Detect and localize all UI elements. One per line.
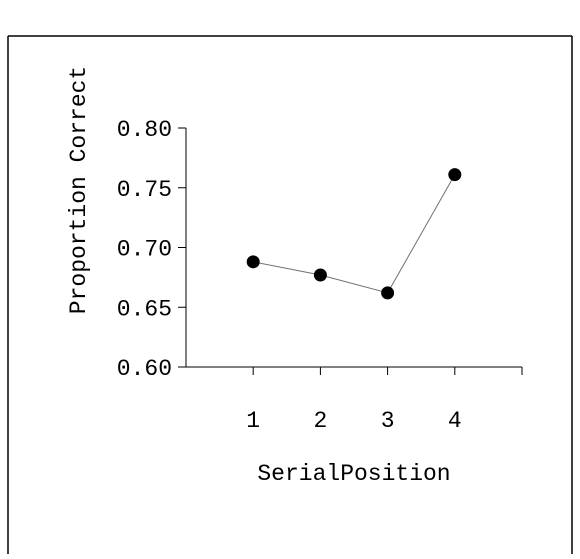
y-tick-label: 0.80 bbox=[117, 117, 172, 143]
y-tick-label: 0.60 bbox=[117, 356, 172, 382]
y-tick-label: 0.75 bbox=[117, 177, 172, 203]
y-axis-title: Proportion Correct bbox=[66, 66, 92, 314]
y-tick-label: 0.65 bbox=[117, 296, 172, 322]
data-point bbox=[448, 168, 462, 182]
series-line bbox=[253, 174, 456, 294]
y-axis-ticks: 0.60 0.65 0.70 0.75 0.80 bbox=[117, 117, 186, 382]
data-point bbox=[246, 255, 260, 269]
x-tick-label: 1 bbox=[246, 408, 260, 434]
x-tick-label: 3 bbox=[381, 408, 395, 434]
x-axis-ticks: 1 2 3 4 bbox=[246, 367, 523, 434]
data-point bbox=[313, 268, 327, 282]
series-markers bbox=[246, 168, 462, 300]
y-tick-label: 0.70 bbox=[117, 237, 172, 263]
series-polyline bbox=[253, 174, 456, 294]
x-tick-label: 4 bbox=[448, 408, 462, 434]
x-axis-title: SerialPosition bbox=[257, 461, 450, 487]
x-tick-label: 2 bbox=[313, 408, 327, 434]
data-point bbox=[381, 286, 395, 300]
